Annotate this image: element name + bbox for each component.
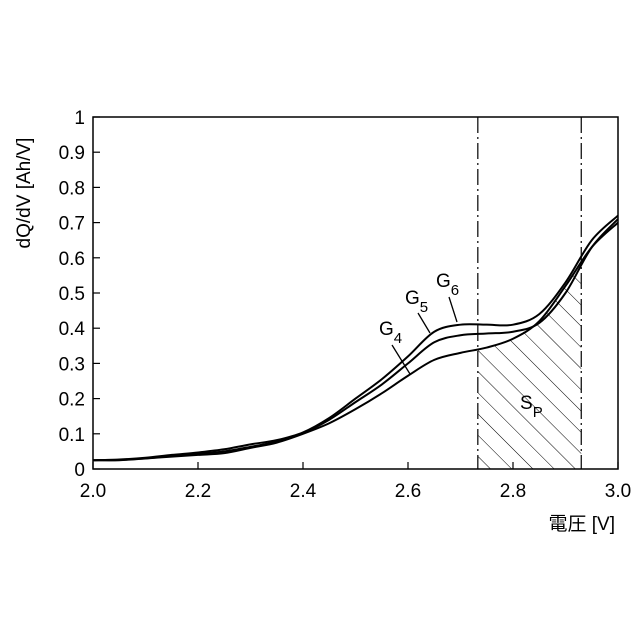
x-tick-label: 3.0	[605, 481, 631, 502]
x-tick-label: 2.8	[500, 481, 526, 502]
y-tick-label: 0.9	[59, 143, 85, 164]
y-axis: 0 0.1 0.2 0.3 0.4 0.5 0.6 0.7 0.8 0.9 1	[59, 108, 100, 481]
series-label-g5: G5	[405, 288, 428, 316]
x-tick-label: 2.0	[80, 481, 106, 502]
y-tick-label: 0.6	[59, 249, 85, 270]
leader-line-g6	[449, 297, 457, 322]
y-tick-label: 0	[74, 460, 85, 481]
y-axis-title: dQ/dV [Ah/V]	[14, 138, 35, 249]
leader-line-g5	[418, 313, 430, 333]
x-axis-title: 電圧 [V]	[548, 514, 615, 535]
x-tick-label: 2.4	[290, 481, 317, 502]
y-tick-label: 0.5	[59, 284, 85, 305]
y-tick-label: 0.7	[59, 214, 85, 235]
y-tick-label: 1	[74, 108, 85, 129]
series-label-g4: G4	[379, 319, 402, 347]
x-tick-label: 2.6	[395, 481, 421, 502]
series-label-g6: G6	[436, 271, 459, 299]
y-tick-label: 0.8	[59, 178, 85, 199]
y-tick-label: 0.4	[59, 319, 86, 340]
y-tick-label: 0.1	[59, 425, 85, 446]
y-tick-label: 0.3	[59, 354, 85, 375]
y-tick-label: 0.2	[59, 390, 85, 411]
x-tick-label: 2.2	[185, 481, 211, 502]
